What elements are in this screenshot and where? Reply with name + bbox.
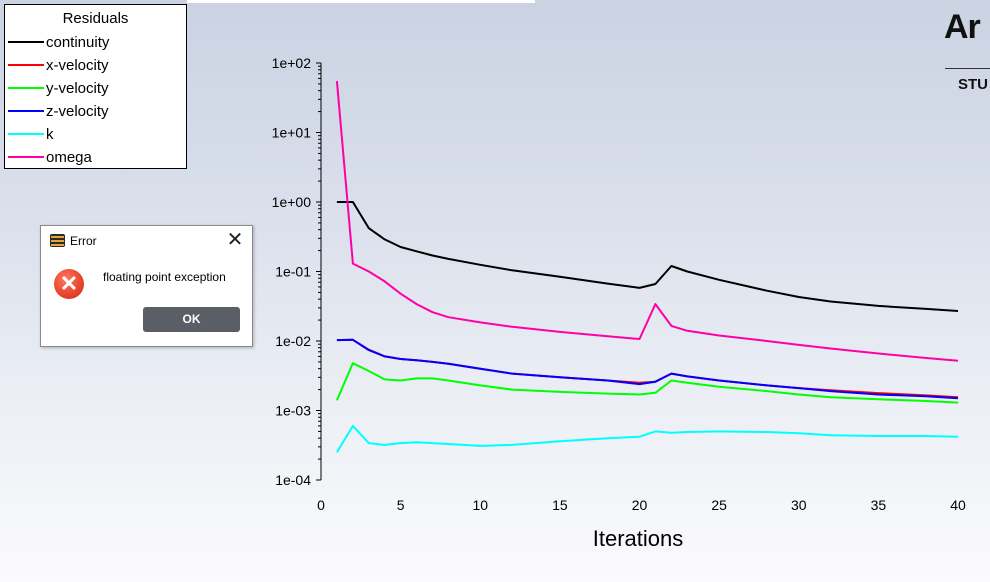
x-tick-label: 20 — [632, 497, 648, 513]
legend-title: Residuals — [62, 10, 129, 27]
legend-swatch — [8, 133, 44, 135]
x-tick-label: 35 — [871, 497, 887, 513]
series-k-line — [336, 424, 959, 453]
logo-divider — [945, 68, 990, 69]
app-icon — [50, 234, 65, 247]
legend-label: omega — [46, 148, 92, 166]
x-tick-label: 5 — [397, 497, 405, 513]
legend-swatch — [8, 110, 44, 112]
y-tick-label: 1e-01 — [275, 264, 311, 280]
plot-series — [335, 80, 959, 453]
dialog-title: Error — [70, 234, 97, 248]
legend-label: k — [46, 125, 54, 143]
legend-item: omega — [8, 146, 92, 168]
legend-item: z-velocity — [8, 100, 109, 122]
legend-label: continuity — [46, 33, 110, 51]
x-tick-label: 40 — [950, 497, 966, 513]
legend-item: continuity — [8, 31, 109, 53]
close-icon[interactable]: ✕ — [226, 229, 244, 251]
legend-item: y-velocity — [8, 77, 109, 99]
legend-label: x-velocity — [46, 56, 109, 74]
legend-label: z-velocity — [46, 102, 109, 120]
ok-button[interactable]: OK — [143, 307, 240, 332]
x-tick-label: 0 — [317, 497, 325, 513]
x-tick-label: 10 — [472, 497, 488, 513]
legend-swatch — [8, 64, 44, 66]
y-tick-label: 1e-04 — [275, 472, 311, 488]
top-strip — [187, 0, 535, 3]
series-continuity-line — [336, 201, 959, 312]
y-tick-label: 1e+01 — [272, 125, 312, 141]
error-icon: ✕ — [54, 269, 84, 299]
legend-item: k — [8, 123, 54, 145]
x-tick-label: 25 — [711, 497, 727, 513]
legend-swatch — [8, 41, 44, 43]
logo-subtitle: STU — [958, 76, 988, 93]
series-z-velocity-line — [336, 338, 959, 400]
y-tick-label: 1e+00 — [272, 194, 312, 210]
x-tick-label: 30 — [791, 497, 807, 513]
legend-label: y-velocity — [46, 79, 109, 97]
series-omega-line — [335, 80, 959, 362]
error-message: floating point exception — [103, 270, 226, 284]
series-y-velocity-line — [335, 362, 959, 404]
y-tick-label: 1e-02 — [275, 333, 311, 349]
residuals-legend: Residuals continuity x-velocity y-velocity… — [4, 4, 187, 169]
plot-axes: 1e-04 1e-03 1e-02 1e-01 1e+00 1e+01 1e+02 0 5 10 1… — [272, 55, 966, 513]
x-tick-label: 15 — [552, 497, 568, 513]
legend-swatch — [8, 87, 44, 89]
error-dialog: Error ✕ ✕ floating point exception OK — [40, 225, 253, 347]
y-tick-label: 1e+02 — [272, 55, 312, 71]
ansys-logo: Ar — [944, 8, 981, 46]
legend-item: x-velocity — [8, 54, 109, 76]
legend-swatch — [8, 156, 44, 158]
y-tick-label: 1e-03 — [275, 403, 311, 419]
x-axis-label: Iterations — [593, 526, 684, 551]
series-x-velocity-line — [336, 338, 959, 399]
